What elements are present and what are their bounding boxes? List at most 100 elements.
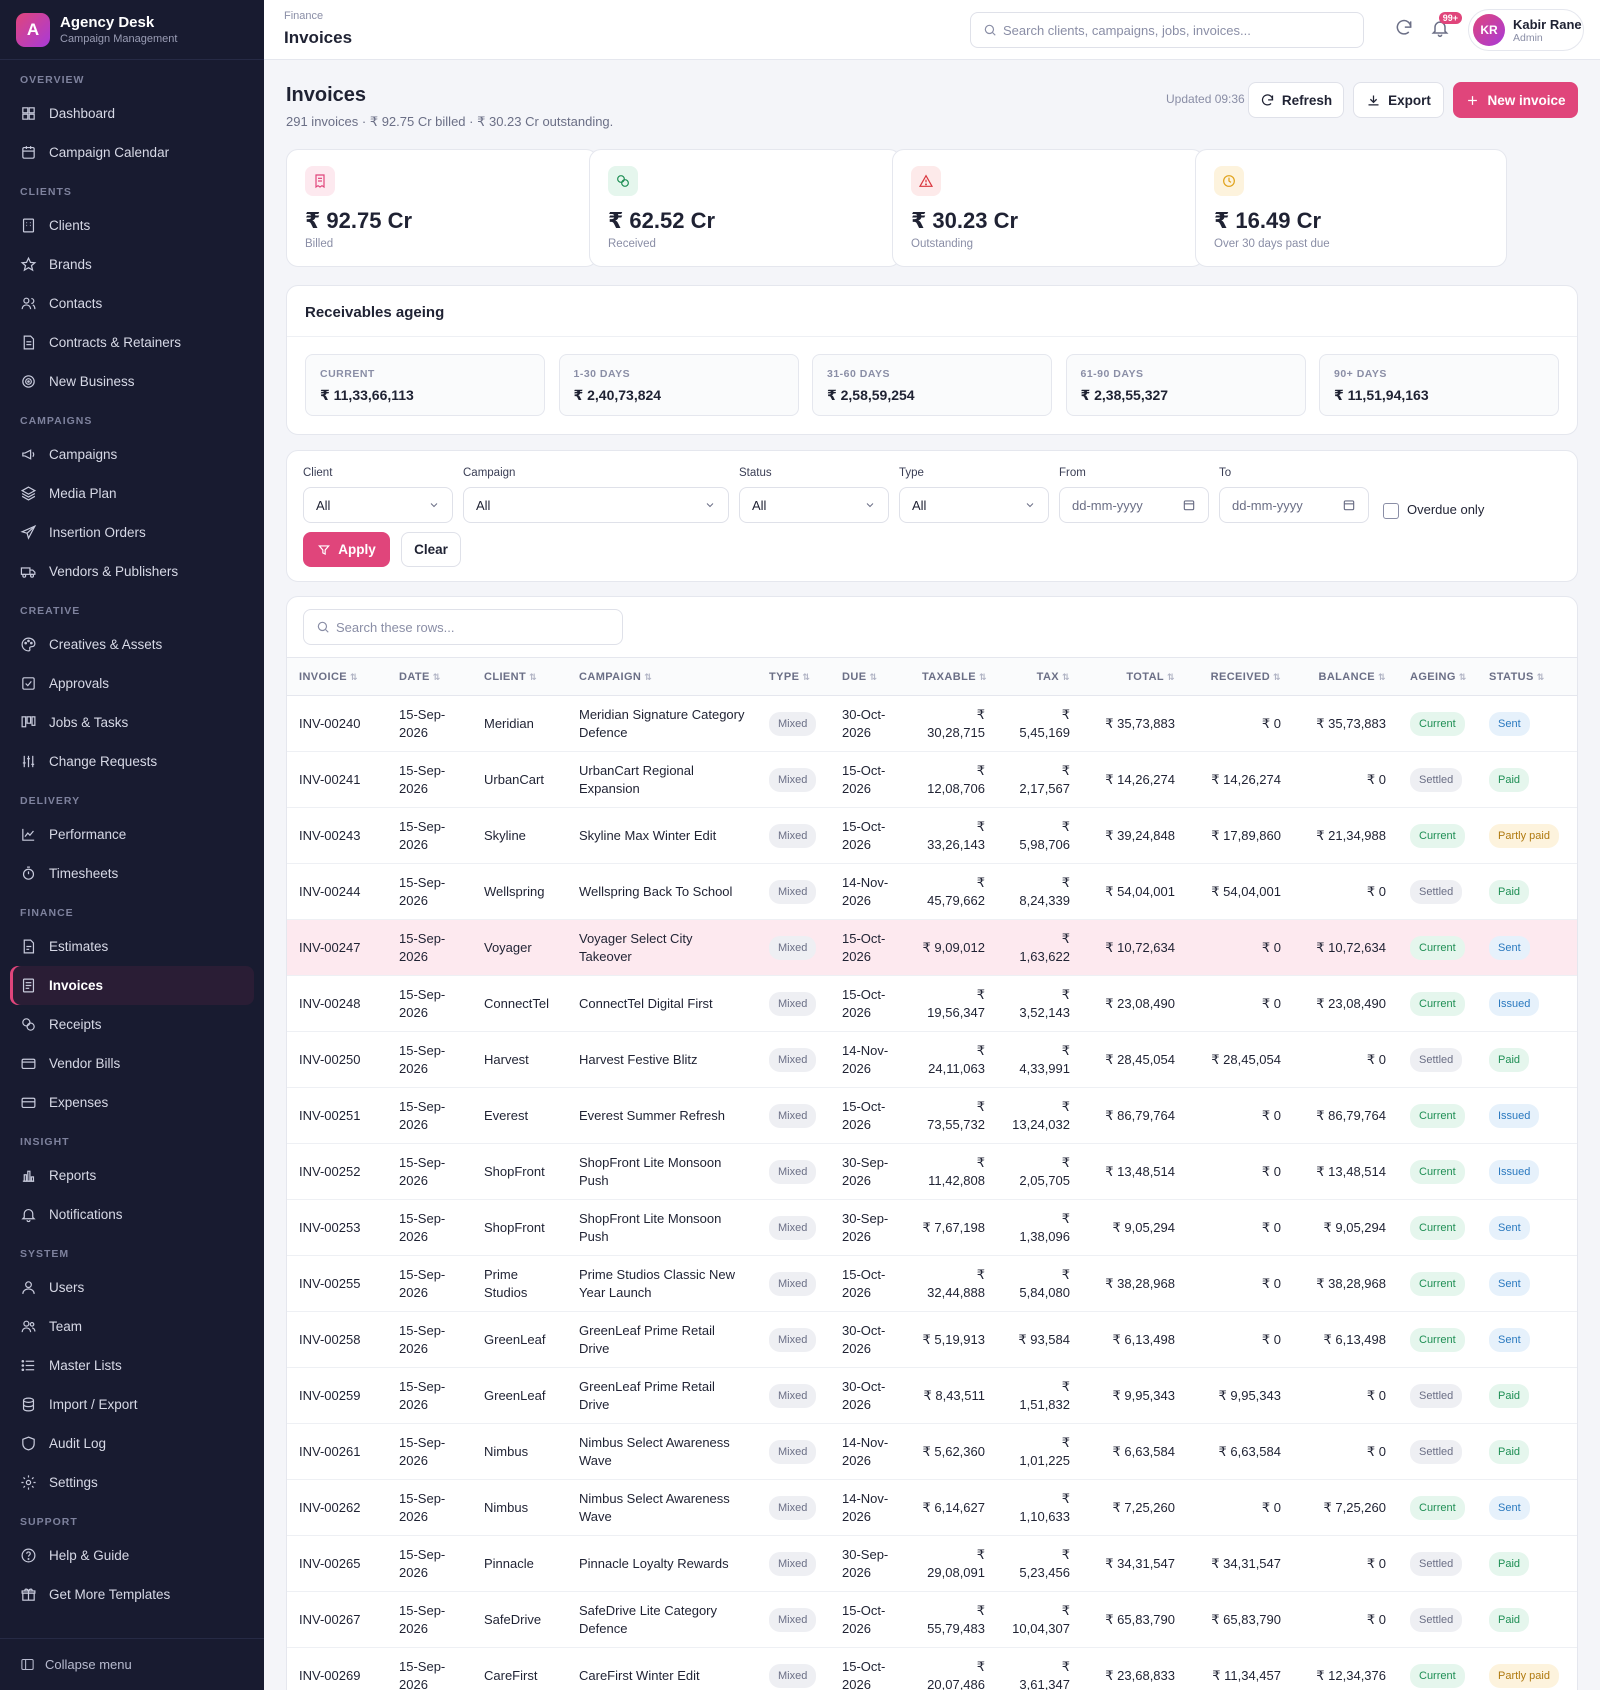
sidebar-item-new-business[interactable]: New Business [10, 362, 254, 401]
cell-invoice[interactable]: INV-00240 [287, 695, 387, 752]
column-header-type[interactable]: TYPE ⇅ [757, 657, 830, 696]
client-filter-select[interactable]: All [303, 487, 453, 523]
sidebar-item-audit-log[interactable]: Audit Log [10, 1424, 254, 1463]
sidebar-item-notifications[interactable]: Notifications [10, 1195, 254, 1234]
refresh-page-button[interactable] [1394, 18, 1416, 40]
sidebar-item-master-lists[interactable]: Master Lists [10, 1346, 254, 1385]
table-row[interactable]: INV-00269 15-Sep-2026 CareFirst CareFirst W… [287, 1647, 1577, 1690]
invoice-number[interactable]: INV-00243 [299, 827, 361, 843]
invoice-number[interactable]: INV-00253 [299, 1219, 361, 1235]
sidebar-item-media-plan[interactable]: Media Plan [10, 474, 254, 513]
table-row[interactable]: INV-00250 15-Sep-2026 Harvest Harvest Festi… [287, 1031, 1577, 1088]
cell-invoice[interactable]: INV-00259 [287, 1367, 387, 1424]
table-row[interactable]: INV-00255 15-Sep-2026 Prime Studios Prime S… [287, 1255, 1577, 1312]
sidebar-item-contracts-retainers[interactable]: Contracts & Retainers [10, 323, 254, 362]
table-row[interactable]: INV-00262 15-Sep-2026 Nimbus Nimbus Select … [287, 1479, 1577, 1536]
cell-invoice[interactable]: INV-00258 [287, 1311, 387, 1368]
table-row[interactable]: INV-00240 15-Sep-2026 Meridian Meridian Sig… [287, 695, 1577, 752]
notifications-button[interactable]: 99+ [1430, 12, 1462, 40]
invoice-number[interactable]: INV-00265 [299, 1555, 361, 1571]
cell-invoice[interactable]: INV-00248 [287, 975, 387, 1032]
to-date-input[interactable]: dd-mm-yyyy [1219, 487, 1369, 523]
sidebar-item-help-guide[interactable]: Help & Guide [10, 1536, 254, 1575]
cell-invoice[interactable]: INV-00253 [287, 1199, 387, 1256]
sidebar-item-contacts[interactable]: Contacts [10, 284, 254, 323]
table-row[interactable]: INV-00248 15-Sep-2026 ConnectTel ConnectTel… [287, 975, 1577, 1032]
invoice-number[interactable]: INV-00258 [299, 1331, 361, 1347]
sidebar-item-import-export[interactable]: Import / Export [10, 1385, 254, 1424]
sidebar-item-clients[interactable]: Clients [10, 206, 254, 245]
cell-invoice[interactable]: INV-00251 [287, 1087, 387, 1144]
campaign-filter-select[interactable]: All [463, 487, 729, 523]
sidebar-item-jobs-tasks[interactable]: Jobs & Tasks [10, 703, 254, 742]
invoice-number[interactable]: INV-00267 [299, 1611, 361, 1627]
invoice-number[interactable]: INV-00244 [299, 883, 361, 899]
cell-invoice[interactable]: INV-00262 [287, 1479, 387, 1536]
sidebar-item-change-requests[interactable]: Change Requests [10, 742, 254, 781]
overdue-only-checkbox[interactable] [1383, 503, 1399, 519]
sidebar-item-settings[interactable]: Settings [10, 1463, 254, 1502]
sidebar-item-team[interactable]: Team [10, 1307, 254, 1346]
sidebar-item-vendor-bills[interactable]: Vendor Bills [10, 1044, 254, 1083]
sidebar-item-approvals[interactable]: Approvals [10, 664, 254, 703]
sidebar-item-estimates[interactable]: Estimates [10, 927, 254, 966]
invoice-number[interactable]: INV-00240 [299, 715, 361, 731]
status-filter-select[interactable]: All [739, 487, 889, 523]
column-header-ageing[interactable]: AGEING ⇅ [1398, 657, 1477, 696]
sidebar-item-creatives-assets[interactable]: Creatives & Assets [10, 625, 254, 664]
sidebar-item-vendors-publishers[interactable]: Vendors & Publishers [10, 552, 254, 591]
table-row[interactable]: INV-00253 15-Sep-2026 ShopFront ShopFront L… [287, 1199, 1577, 1256]
sidebar-item-brands[interactable]: Brands [10, 245, 254, 284]
invoice-number[interactable]: INV-00269 [299, 1667, 361, 1683]
collapse-menu-button[interactable]: Collapse menu [0, 1638, 264, 1690]
invoice-number[interactable]: INV-00250 [299, 1051, 361, 1067]
cell-invoice[interactable]: INV-00250 [287, 1031, 387, 1088]
export-button[interactable]: Export [1353, 82, 1444, 118]
column-header-balance[interactable]: BALANCE ⇅ [1293, 657, 1398, 696]
column-header-invoice[interactable]: INVOICE ⇅ [287, 657, 387, 696]
invoice-number[interactable]: INV-00247 [299, 939, 361, 955]
table-row[interactable]: INV-00241 15-Sep-2026 UrbanCart UrbanCart R… [287, 751, 1577, 808]
invoice-number[interactable]: INV-00251 [299, 1107, 361, 1123]
refresh-button[interactable]: Refresh [1248, 82, 1344, 118]
type-filter-select[interactable]: All [899, 487, 1049, 523]
cell-invoice[interactable]: INV-00269 [287, 1647, 387, 1690]
global-search-input[interactable]: Search clients, campaigns, jobs, invoice… [970, 12, 1364, 48]
column-header-received[interactable]: RECEIVED ⇅ [1187, 657, 1293, 696]
table-row[interactable]: INV-00265 15-Sep-2026 Pinnacle Pinnacle Loy… [287, 1535, 1577, 1592]
invoice-number[interactable]: INV-00248 [299, 995, 361, 1011]
table-row[interactable]: INV-00267 15-Sep-2026 SafeDrive SafeDrive L… [287, 1591, 1577, 1648]
column-header-taxable[interactable]: TAXABLE ⇅ [910, 657, 997, 696]
invoice-number[interactable]: INV-00262 [299, 1499, 361, 1515]
cell-invoice[interactable]: INV-00252 [287, 1143, 387, 1200]
sidebar-item-users[interactable]: Users [10, 1268, 254, 1307]
sidebar-item-expenses[interactable]: Expenses [10, 1083, 254, 1122]
column-header-total[interactable]: TOTAL ⇅ [1082, 657, 1187, 696]
user-menu[interactable]: KR Kabir Rane Admin [1468, 9, 1584, 51]
new-invoice-button[interactable]: New invoice [1453, 82, 1578, 118]
cell-invoice[interactable]: INV-00241 [287, 751, 387, 808]
cell-invoice[interactable]: INV-00265 [287, 1535, 387, 1592]
sidebar-item-insertion-orders[interactable]: Insertion Orders [10, 513, 254, 552]
cell-invoice[interactable]: INV-00261 [287, 1423, 387, 1480]
sidebar-item-invoices[interactable]: Invoices [10, 966, 254, 1005]
cell-invoice[interactable]: INV-00243 [287, 807, 387, 864]
sidebar-item-timesheets[interactable]: Timesheets [10, 854, 254, 893]
sidebar-item-campaigns[interactable]: Campaigns [10, 435, 254, 474]
cell-invoice[interactable]: INV-00267 [287, 1591, 387, 1648]
sidebar-item-campaign-calendar[interactable]: Campaign Calendar [10, 133, 254, 172]
invoice-number[interactable]: INV-00252 [299, 1163, 361, 1179]
sidebar-item-get-more-templates[interactable]: Get More Templates [10, 1575, 254, 1614]
column-header-status[interactable]: STATUS ⇅ [1477, 657, 1577, 696]
cell-invoice[interactable]: INV-00255 [287, 1255, 387, 1312]
table-row[interactable]: INV-00243 15-Sep-2026 Skyline Skyline Max W… [287, 807, 1577, 864]
table-row[interactable]: INV-00244 15-Sep-2026 Wellspring Wellspring… [287, 863, 1577, 920]
invoice-number[interactable]: INV-00241 [299, 771, 361, 787]
apply-button[interactable]: Apply [303, 532, 390, 567]
clear-button[interactable]: Clear [401, 532, 461, 567]
breadcrumb[interactable]: Finance [284, 10, 324, 22]
column-header-client[interactable]: CLIENT ⇅ [472, 657, 567, 696]
column-header-due[interactable]: DUE ⇅ [830, 657, 910, 696]
cell-invoice[interactable]: INV-00247 [287, 919, 387, 976]
invoice-number[interactable]: INV-00255 [299, 1275, 361, 1291]
